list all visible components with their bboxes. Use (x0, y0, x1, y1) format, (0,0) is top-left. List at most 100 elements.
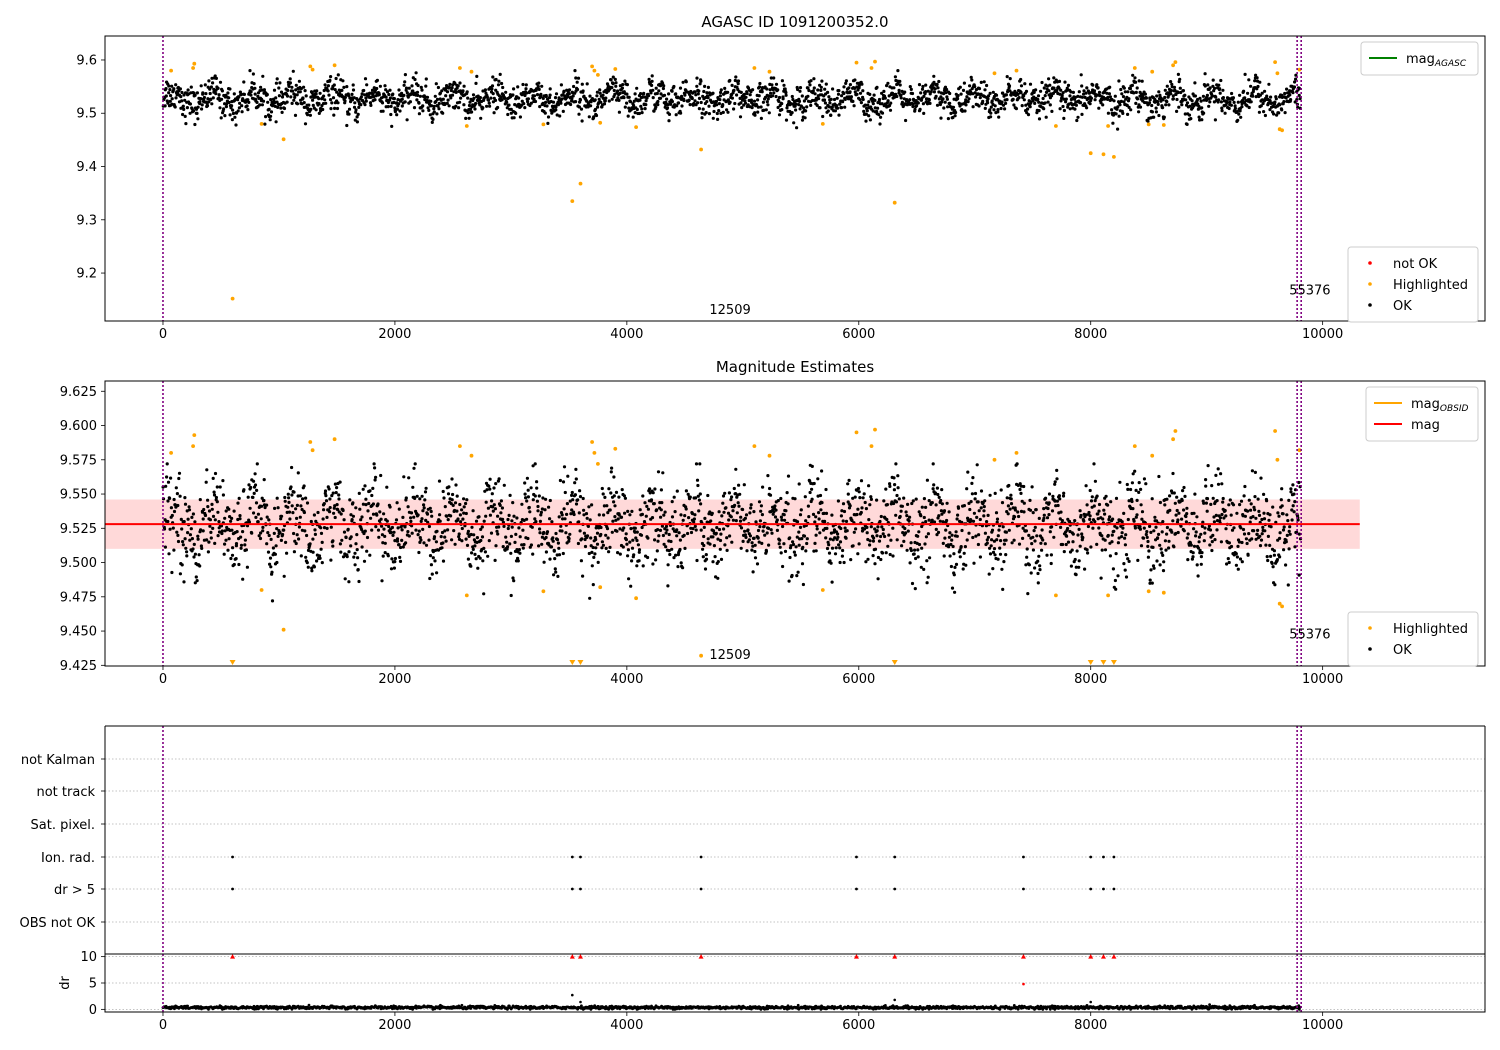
top-ok-point (282, 106, 287, 111)
middle-ok-point (648, 487, 652, 491)
middle-ok-point (940, 488, 944, 492)
middle-ok-point (1019, 491, 1023, 495)
middle-ok-point (473, 544, 477, 548)
middle-ok-point (826, 540, 830, 544)
top-ok-point (602, 102, 607, 106)
middle-ok-point (604, 546, 608, 551)
middle-ok-point (304, 496, 308, 500)
middle-ok-point (698, 492, 702, 496)
middle-ok-point (176, 503, 180, 508)
top-ok-point (336, 101, 340, 105)
top-ok-point (1137, 79, 1141, 83)
middle-ok-point (626, 554, 630, 558)
middle-ok-point (661, 471, 665, 475)
middle-ok-point (955, 534, 959, 538)
top-ok-point (204, 92, 208, 96)
top-ok-point (667, 112, 672, 116)
middle-ok-point (1135, 498, 1139, 502)
middle-ok-point (979, 506, 983, 510)
middle-ok-point (864, 560, 868, 564)
top-ok-point (920, 87, 925, 91)
top-ok-point (352, 96, 356, 100)
middle-ok-point (1155, 559, 1159, 563)
top-ok-point (638, 98, 642, 102)
middle-ok-point (749, 503, 753, 507)
top-ok-point (556, 103, 561, 107)
middle-ok-point (191, 512, 195, 516)
middle-ok-point (601, 492, 605, 496)
top-ok-point (1265, 94, 1269, 98)
middle-ok-point (501, 517, 505, 521)
top-ok-point (435, 112, 439, 116)
middle-ok-point (1024, 529, 1028, 533)
middle-ok-point (616, 517, 620, 521)
top-ok-point (883, 96, 887, 100)
middle-ok-point (254, 501, 259, 505)
middle-ok-point (752, 510, 756, 514)
middle-ok-point (961, 567, 965, 571)
middle-ok-point (812, 481, 816, 486)
middle-ok-point (594, 537, 598, 542)
middle-ok-point (900, 504, 905, 508)
top-ok-point (505, 106, 509, 110)
top-ok-point (207, 79, 211, 83)
middle-ok-point (292, 531, 296, 536)
middle-ok-point (805, 537, 809, 541)
middle-ok-point (1139, 544, 1144, 548)
top-ok-point (1044, 115, 1048, 119)
middle-ok-point (1079, 513, 1083, 518)
middle-ok-point (670, 547, 674, 551)
top-ok-point (307, 103, 311, 107)
middle-ok-point (856, 486, 861, 491)
top-ok-point (567, 92, 571, 96)
middle-ok-point (1077, 559, 1081, 563)
top-ok-point (538, 105, 542, 109)
middle-ok-point (238, 514, 242, 518)
top-ok-point (880, 91, 884, 95)
top-ok-point (332, 113, 336, 117)
top-ok-point (827, 95, 831, 99)
middle-ok-point (950, 586, 955, 590)
top-ok-point (817, 97, 821, 101)
top-ok-point (1111, 121, 1115, 125)
middle-ok-point (642, 520, 647, 524)
top-ok-point (327, 93, 331, 97)
middle-ok-point (304, 555, 308, 559)
middle-ok-point (462, 497, 466, 501)
top-ok-point (821, 114, 825, 119)
middle-ok-point (526, 495, 531, 499)
middle-ok-point (531, 552, 535, 556)
top-ok-point (585, 82, 589, 86)
middle-ok-point (310, 569, 314, 573)
middle-ok-point (570, 508, 574, 512)
top-ok-point (588, 94, 592, 98)
middle-ok-point (285, 551, 289, 555)
middle-ok-point (646, 555, 650, 560)
middle-ok-point (879, 534, 883, 539)
middle-ok-point (692, 517, 697, 521)
top-ok-point (1229, 103, 1233, 107)
middle-ok-point (1165, 497, 1169, 501)
middle-ok-point (664, 524, 669, 529)
top-ok-point (378, 84, 382, 88)
top-ok-point (1249, 84, 1253, 88)
middle-ok-point (917, 542, 922, 547)
middle-ok-point (506, 545, 510, 549)
middle-ok-point (920, 505, 924, 509)
middle-ok-point (386, 554, 390, 558)
middle-ok-point (242, 488, 246, 492)
middle-ok-point (182, 520, 186, 524)
top-ok-point (500, 98, 504, 102)
middle-ok-point (814, 515, 818, 519)
top-ok-point (1171, 94, 1175, 98)
top-ok-point (541, 96, 545, 100)
top-ok-point (908, 98, 912, 102)
middle-ok-point (371, 502, 375, 506)
top-ok-point (1185, 101, 1190, 105)
top-ok-point (512, 116, 516, 120)
top-ok-point (1235, 110, 1239, 114)
top-ok-point (1257, 110, 1261, 114)
top-ok-point (614, 81, 618, 85)
top-ok-point (796, 87, 800, 92)
top-ok-point (623, 79, 627, 83)
